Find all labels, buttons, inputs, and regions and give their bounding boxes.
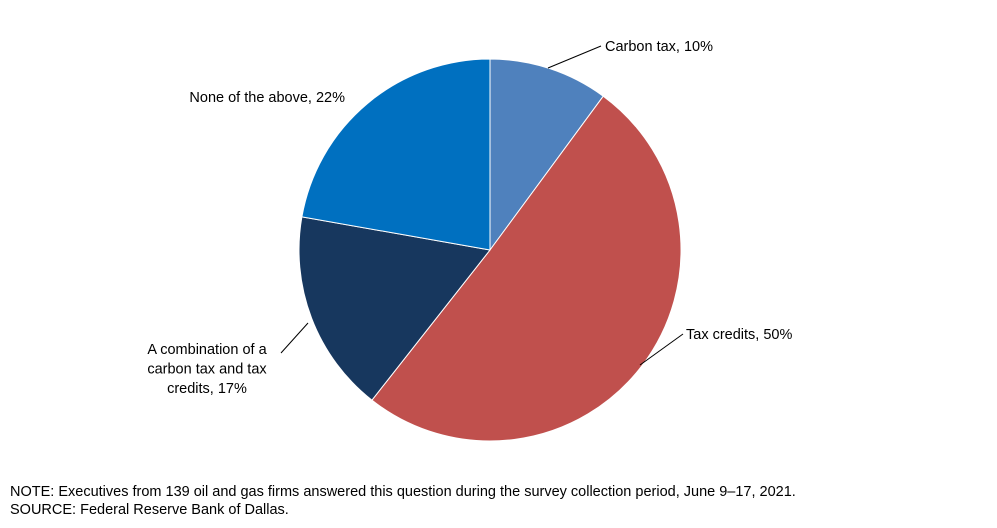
pie-slice-3	[301, 58, 491, 251]
leader-line-2	[280, 322, 309, 354]
leader-line-0	[547, 45, 602, 69]
slice-label-1: Tax credits, 50%	[686, 327, 792, 343]
slice-label-2: A combination of a carbon tax and tax cred…	[147, 342, 267, 397]
pie-slice-2	[298, 216, 491, 401]
chart-note: NOTE: Executives from 139 oil and gas fi…	[10, 484, 796, 500]
pie-slice-1	[371, 95, 682, 442]
pie-slice-0	[489, 58, 604, 252]
slice-label-3: None of the above, 22%	[189, 90, 345, 106]
chart-source: SOURCE: Federal Reserve Bank of Dallas.	[10, 502, 289, 518]
slice-label-0: Carbon tax, 10%	[605, 39, 713, 55]
leader-line-1	[639, 333, 684, 366]
